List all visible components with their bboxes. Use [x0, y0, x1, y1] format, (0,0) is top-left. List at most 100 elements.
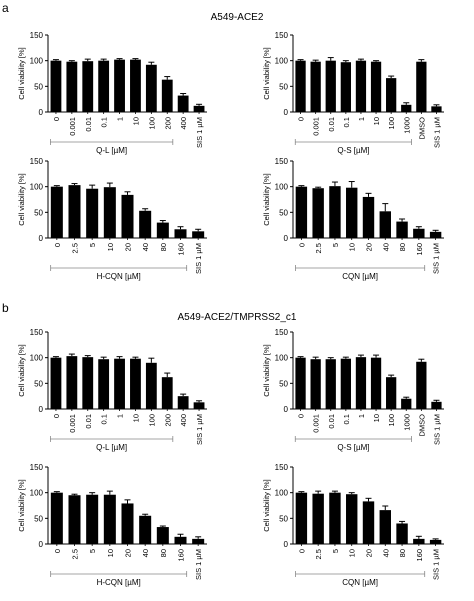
chart-7-cat-label-8: SIS 1 µM — [194, 549, 203, 580]
chart-2-bar-9 — [431, 106, 442, 112]
chart-3-ylabel: Cell viability [%] — [17, 173, 26, 226]
chart-6-cat-label-9: SIS 1 µM — [432, 414, 441, 445]
chart-6-cat-label-1: 0.001 — [312, 414, 321, 433]
chart-5-cat-label-3: 0.1 — [100, 414, 109, 424]
chart-6-bar-5 — [370, 357, 382, 409]
chart-8-cat-label-0: 0 — [297, 549, 306, 553]
chart-3-cat-label-6: 80 — [159, 243, 168, 251]
chart-8-cat-label-7: 160 — [415, 549, 424, 562]
chart-2-cat-label-5: 10 — [372, 117, 381, 125]
chart-7-cat-label-0: 0 — [53, 549, 62, 553]
chart-7-cat-label-3: 10 — [106, 549, 115, 557]
chart-5-bar-0 — [50, 357, 62, 409]
chart-7-cat-label-1: 2.5 — [71, 549, 80, 559]
chart-6-ytick-label-0: 0 — [284, 405, 289, 414]
chart-3-bar-2 — [86, 188, 99, 238]
chart-6-bar-2 — [325, 359, 336, 409]
chart-8-ytick-label-2: 100 — [275, 489, 289, 498]
chart-5-bar-2 — [82, 357, 94, 409]
chart-2-ylabel: Cell viability [%] — [262, 47, 271, 100]
chart-2-bar-4 — [355, 60, 367, 112]
chart-8-bar-1 — [312, 493, 324, 544]
chart-4-ytick-label-3: 150 — [275, 157, 289, 166]
chart-8-bar-5 — [379, 510, 391, 544]
chart-3-bar-8 — [192, 231, 205, 238]
chart-1-ytick-label-1: 50 — [34, 82, 43, 91]
chart-2-ytick-label-3: 150 — [275, 31, 289, 40]
chart-7-bar-4 — [121, 503, 134, 544]
chart-1-cat-label-3: 0.1 — [100, 117, 109, 127]
chart-1-bar-7 — [161, 79, 173, 112]
chart-1-bar-0 — [50, 60, 62, 112]
chart-5-cat-label-2: 0.01 — [84, 414, 93, 429]
chart-1-ylabel: Cell viability [%] — [17, 47, 26, 100]
chart-5-cat-label-1: 0.001 — [68, 414, 77, 433]
chart-3-ytick-label-3: 150 — [30, 157, 44, 166]
chart-3-cat-label-3: 10 — [106, 243, 115, 251]
chart-3-cat-label-7: 160 — [177, 243, 186, 256]
chart-8-bar-7 — [413, 538, 425, 544]
chart-3-ytick-label-2: 100 — [30, 183, 44, 192]
panel-label-b: b — [2, 301, 9, 315]
chart-2-bar-7 — [401, 104, 412, 112]
chart-4-cat-label-1: 2.5 — [314, 243, 323, 253]
chart-2-bar-2 — [325, 60, 336, 112]
chart-6-xlabel: Q-S [µM] — [337, 443, 369, 452]
chart-5-bar-9 — [193, 402, 205, 409]
chart-6-cat-label-3: 0.1 — [342, 414, 351, 424]
chart-1-cat-label-2: 0.01 — [84, 117, 93, 132]
chart-1-bar-8 — [177, 95, 189, 112]
chart-3-xlabel: H-CQN [µM] — [97, 272, 141, 281]
chart-7-bar-6 — [156, 527, 169, 544]
chart-4-ylabel: Cell viability [%] — [262, 173, 271, 226]
chart-8-cat-label-6: 80 — [398, 549, 407, 557]
chart-2-ytick-label-0: 0 — [284, 108, 289, 117]
chart-6-ytick-label-3: 150 — [275, 328, 289, 337]
chart-2-bar-1 — [310, 61, 321, 112]
chart-4-ytick-label-2: 100 — [275, 183, 289, 192]
chart-2-cat-label-9: SIS 1 µM — [432, 117, 441, 148]
chart-8-bar-0 — [295, 492, 308, 544]
chart-4-ytick-label-0: 0 — [284, 234, 289, 243]
chart-1-bar-6 — [145, 64, 157, 112]
chart-2-ytick-label-2: 100 — [275, 57, 289, 66]
chart-5-bar-8 — [177, 396, 189, 409]
chart-3-cat-label-8: SIS 1 µM — [194, 243, 203, 274]
chart-4-bar-4 — [362, 196, 375, 238]
chart-2-bar-0 — [295, 60, 306, 112]
chart-2-bar-5 — [370, 61, 382, 112]
chart-6-bar-3 — [340, 358, 351, 409]
chart-4-bar-1 — [312, 188, 324, 238]
chart-1-cat-label-6: 100 — [147, 117, 156, 130]
chart-6-bar-1 — [310, 359, 321, 409]
chart-2-cat-label-8: DMSO — [417, 117, 426, 140]
chart-3-bar-6 — [156, 222, 169, 238]
chart-3-cat-label-2: 5 — [88, 243, 97, 247]
chart-5-ytick-label-0: 0 — [39, 405, 44, 414]
chart-8-ylabel: Cell viability [%] — [262, 479, 271, 532]
chart-6-ylabel: Cell viability [%] — [262, 344, 271, 397]
chart-6-cat-label-8: DMSO — [417, 414, 426, 437]
chart-1-bar-3 — [98, 60, 110, 112]
chart-6-ytick-label-1: 50 — [279, 379, 288, 388]
chart-2-cat-label-2: 0.01 — [327, 117, 336, 132]
chart-7-bar-5 — [139, 515, 152, 544]
chart-5-cat-label-9: SIS 1 µM — [195, 414, 204, 445]
chart-5-ytick-label-2: 100 — [30, 354, 44, 363]
chart-5-cat-label-5: 10 — [131, 414, 140, 422]
chart-4-cat-label-2: 5 — [331, 243, 340, 247]
chart-2-bar-6 — [386, 78, 397, 112]
chart-6-bar-7 — [401, 398, 412, 409]
chart-2-cat-label-1: 0.001 — [312, 117, 321, 136]
chart-7-cat-label-6: 80 — [159, 549, 168, 557]
chart-7-bar-1 — [68, 495, 81, 544]
chart-5-bar-3 — [98, 359, 110, 409]
chart-3-bar-3 — [103, 187, 116, 238]
chart-5-cat-label-4: 1 — [116, 414, 125, 418]
chart-7-bar-2 — [86, 494, 99, 544]
section-title-b: A549-ACE2/TMPRSS2_c1 — [178, 312, 297, 323]
chart-8-bar-2 — [329, 492, 341, 544]
chart-8-xlabel: CQN [µM] — [342, 578, 378, 587]
chart-7-ylabel: Cell viability [%] — [17, 479, 26, 532]
chart-6-cat-label-7: 1000 — [402, 414, 411, 431]
